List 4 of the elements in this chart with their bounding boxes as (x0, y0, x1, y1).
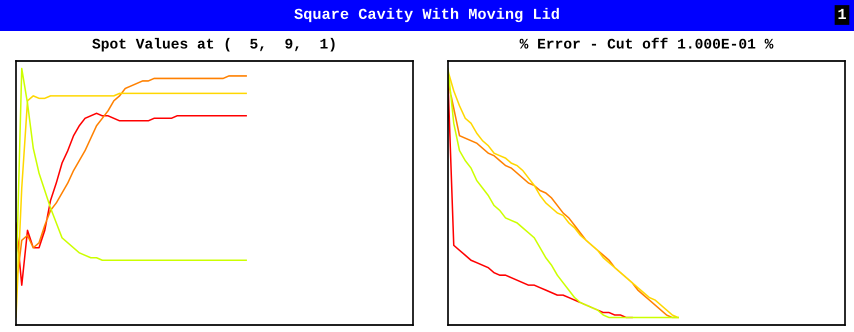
text: Square Cavity With Moving Lid (294, 8, 559, 22)
chart-title: Spot Values at ( 5, 9, 1) (92, 38, 335, 52)
chart-title: % Error - Cut off 1.000E-01 % (520, 38, 774, 49)
text: 1 (838, 8, 846, 19)
